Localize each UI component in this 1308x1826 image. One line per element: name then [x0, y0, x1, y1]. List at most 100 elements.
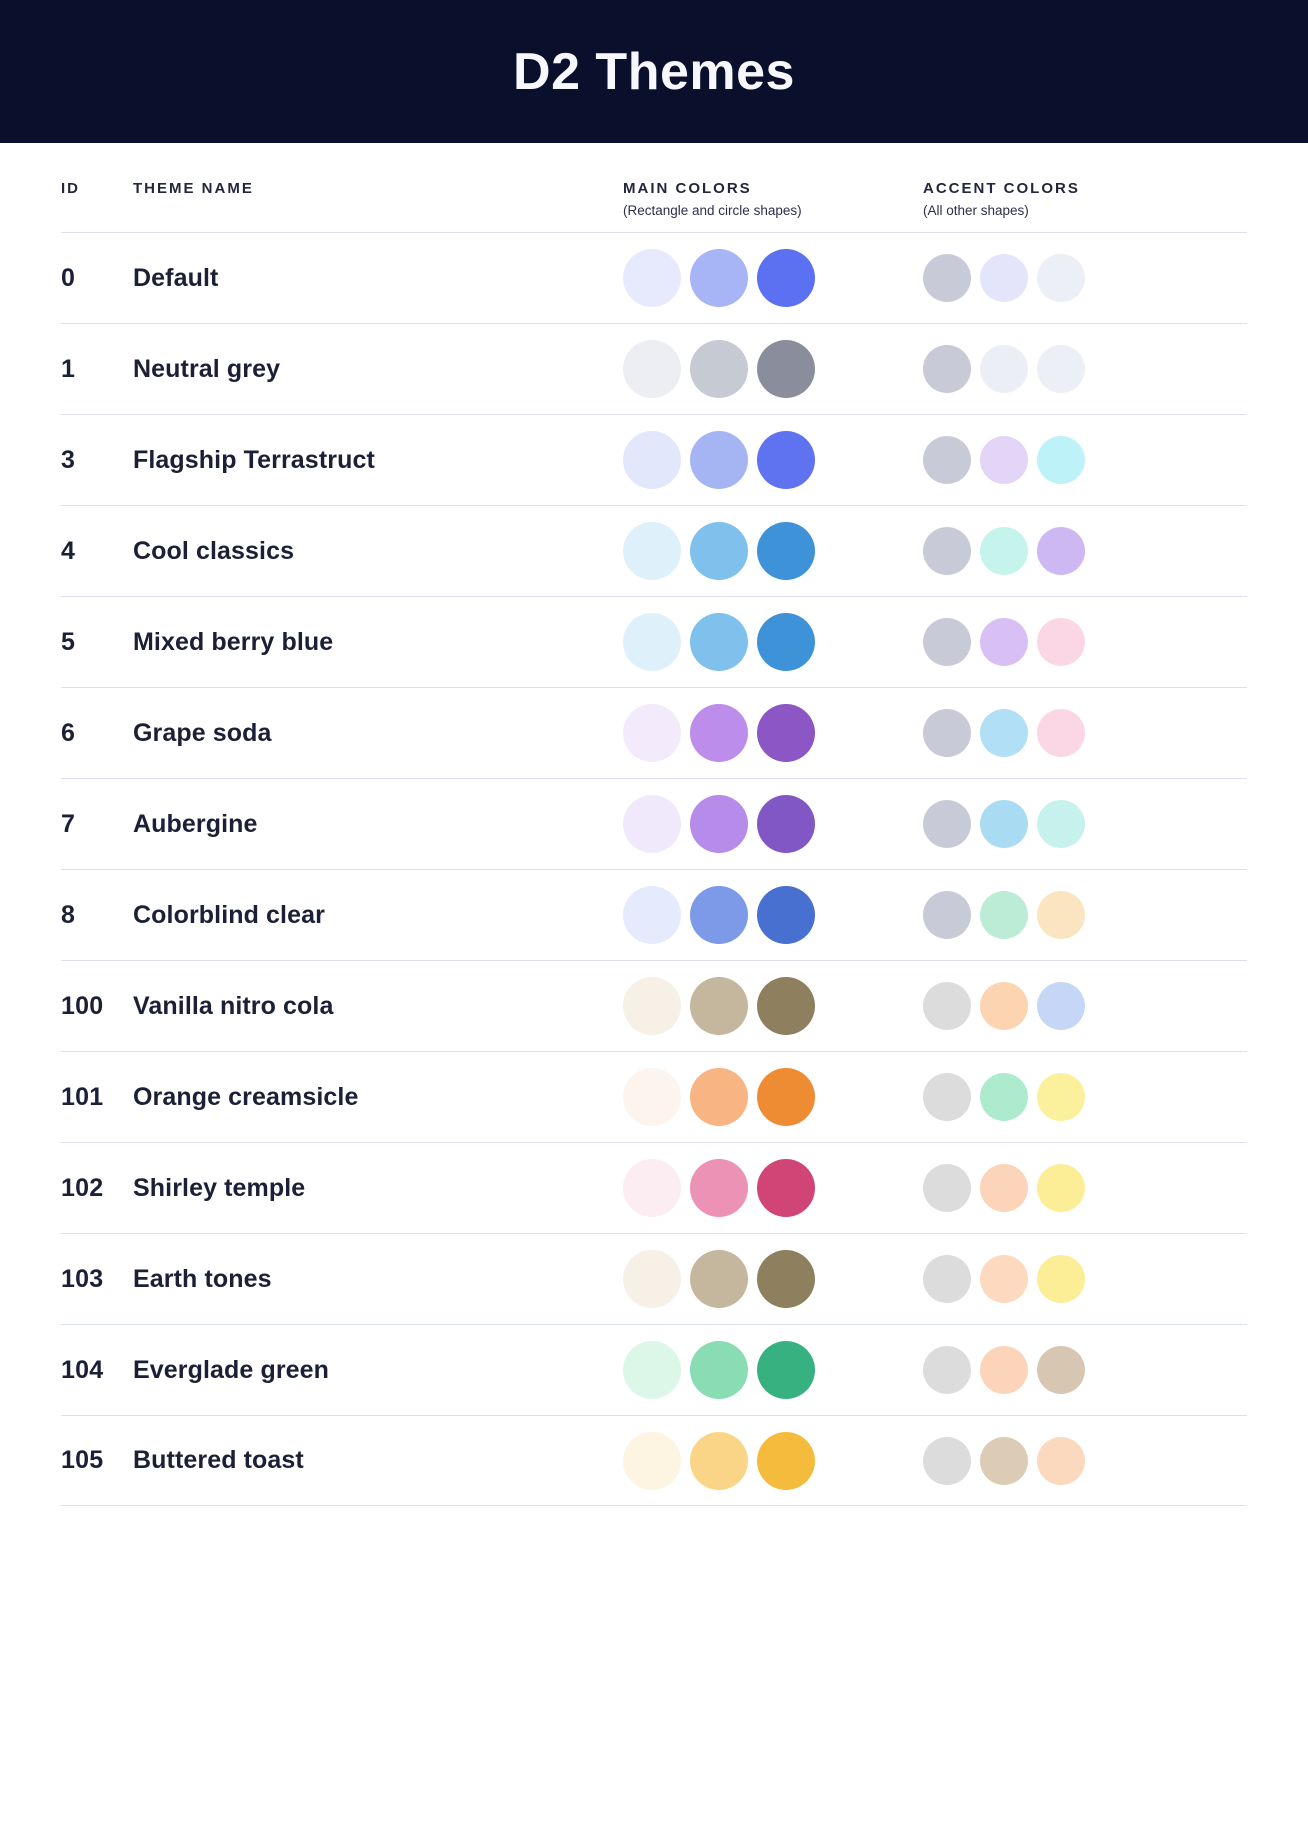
main-color-swatches	[623, 1068, 923, 1127]
accent-color-swatch	[980, 1346, 1028, 1395]
accent-color-swatch	[1037, 800, 1085, 849]
accent-color-swatches	[923, 1255, 1247, 1304]
main-color-swatches	[623, 613, 923, 672]
accent-color-swatch	[923, 345, 971, 394]
accent-color-swatch	[1037, 709, 1085, 758]
accent-color-swatch	[1037, 1164, 1085, 1213]
table-row[interactable]: 1 Neutral grey	[61, 323, 1247, 414]
main-color-swatch	[623, 1341, 681, 1400]
table-row[interactable]: 104 Everglade green	[61, 1324, 1247, 1415]
main-color-swatch	[623, 431, 681, 490]
accent-color-swatches	[923, 1164, 1247, 1213]
main-color-swatches	[623, 1431, 923, 1490]
main-color-swatch	[623, 340, 681, 399]
main-color-swatch	[690, 1159, 748, 1218]
theme-id: 102	[61, 1173, 104, 1202]
table-row[interactable]: 102 Shirley temple	[61, 1142, 1247, 1233]
column-header-id: ID	[61, 180, 80, 197]
theme-name: Mixed berry blue	[133, 627, 334, 656]
accent-color-swatches	[923, 1436, 1247, 1485]
main-color-swatches	[623, 431, 923, 490]
theme-id: 104	[61, 1355, 104, 1384]
accent-color-swatch	[923, 527, 971, 576]
main-color-swatch	[623, 1250, 681, 1309]
accent-color-swatch	[1037, 254, 1085, 303]
accent-color-swatch	[980, 891, 1028, 940]
theme-name: Everglade green	[133, 1355, 330, 1384]
theme-id: 8	[61, 900, 76, 929]
main-color-swatch	[690, 1431, 748, 1490]
main-color-swatches	[623, 886, 923, 945]
table-row[interactable]: 0 Default	[61, 232, 1247, 323]
table-row[interactable]: 105 Buttered toast	[61, 1415, 1247, 1507]
theme-name: Buttered toast	[133, 1446, 304, 1475]
accent-color-swatches	[923, 436, 1247, 485]
theme-id: 101	[61, 1082, 104, 1111]
main-color-swatch	[690, 704, 748, 763]
accent-color-swatch	[923, 1164, 971, 1213]
theme-name: Orange creamsicle	[133, 1082, 359, 1111]
main-color-swatch	[690, 340, 748, 399]
accent-color-swatch	[980, 1436, 1028, 1485]
table-row[interactable]: 7 Aubergine	[61, 778, 1247, 869]
table-row[interactable]: 101 Orange creamsicle	[61, 1051, 1247, 1142]
theme-name: Vanilla nitro cola	[133, 991, 334, 1020]
table-row[interactable]: 100 Vanilla nitro cola	[61, 960, 1247, 1051]
main-color-swatch	[757, 431, 815, 490]
accent-color-swatch	[1037, 1073, 1085, 1122]
main-color-swatches	[623, 704, 923, 763]
main-color-swatch	[690, 613, 748, 672]
table-row[interactable]: 6 Grape soda	[61, 687, 1247, 778]
accent-color-swatch	[923, 1073, 971, 1122]
accent-color-swatch	[980, 709, 1028, 758]
accent-color-swatch	[980, 527, 1028, 576]
accent-color-swatch	[923, 618, 971, 667]
main-color-swatch	[690, 1341, 748, 1400]
main-color-swatch	[757, 704, 815, 763]
theme-id: 105	[61, 1446, 104, 1475]
accent-color-swatches	[923, 982, 1247, 1031]
accent-color-swatch	[923, 891, 971, 940]
theme-id: 103	[61, 1264, 104, 1293]
accent-color-swatch	[980, 982, 1028, 1031]
main-color-swatch	[623, 977, 681, 1036]
main-color-swatch	[623, 795, 681, 854]
theme-id: 3	[61, 445, 76, 474]
theme-name: Aubergine	[133, 809, 258, 838]
accent-color-swatches	[923, 618, 1247, 667]
accent-color-swatch	[980, 800, 1028, 849]
table-row[interactable]: 103 Earth tones	[61, 1233, 1247, 1324]
main-color-swatch	[690, 1068, 748, 1127]
main-color-swatch	[757, 522, 815, 581]
main-color-swatches	[623, 1341, 923, 1400]
theme-id: 0	[61, 263, 76, 292]
table-row[interactable]: 4 Cool classics	[61, 505, 1247, 596]
main-color-swatch	[623, 249, 681, 308]
accent-color-swatch	[1037, 1255, 1085, 1304]
main-color-swatch	[690, 886, 748, 945]
accent-color-swatches	[923, 1346, 1247, 1395]
main-color-swatches	[623, 795, 923, 854]
table-row[interactable]: 3 Flagship Terrastruct	[61, 414, 1247, 505]
main-color-swatch	[757, 1068, 815, 1127]
theme-id: 100	[61, 991, 104, 1020]
column-header-theme-name: THEME NAME	[133, 180, 254, 197]
main-color-swatch	[757, 1431, 815, 1490]
theme-name: Flagship Terrastruct	[133, 445, 375, 474]
table-row[interactable]: 8 Colorblind clear	[61, 869, 1247, 960]
theme-name: Earth tones	[133, 1264, 272, 1293]
accent-color-swatch	[980, 254, 1028, 303]
theme-id: 1	[61, 354, 76, 383]
main-color-swatch	[757, 886, 815, 945]
main-color-swatch	[757, 613, 815, 672]
accent-color-swatches	[923, 1073, 1247, 1122]
accent-color-swatches	[923, 891, 1247, 940]
main-color-swatches	[623, 522, 923, 581]
accent-color-swatch	[1037, 1436, 1085, 1485]
main-color-swatch	[757, 340, 815, 399]
page-title: D2 Themes	[513, 42, 795, 101]
accent-color-swatch	[1037, 527, 1085, 576]
table-row[interactable]: 5 Mixed berry blue	[61, 596, 1247, 687]
column-header-main-colors-label: MAIN COLORS	[623, 180, 752, 197]
accent-color-swatch	[980, 1255, 1028, 1304]
